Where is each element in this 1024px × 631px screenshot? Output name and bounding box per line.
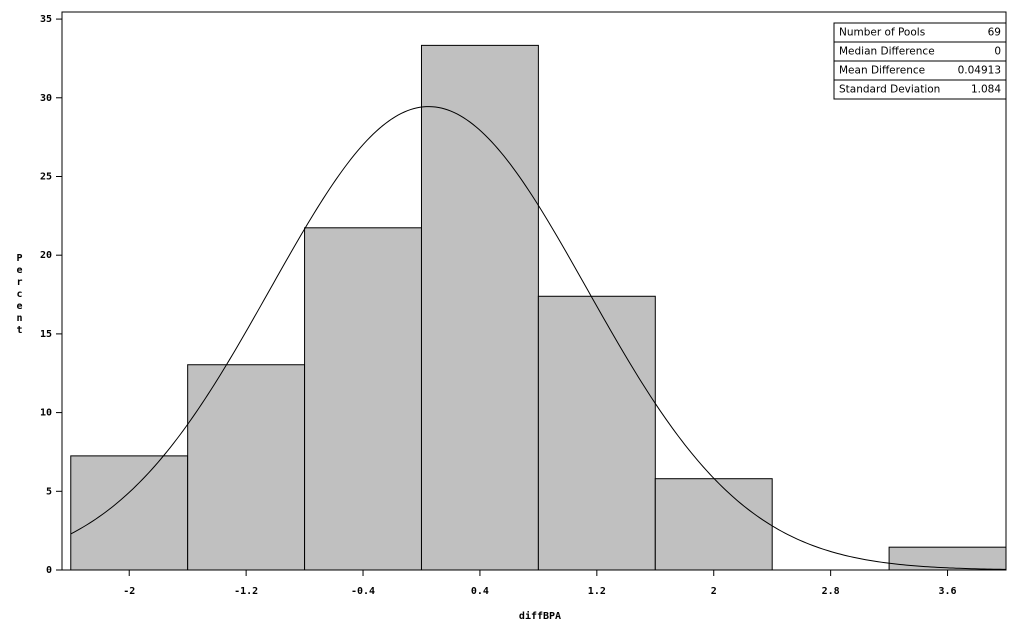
x-tick-label: 2	[711, 586, 717, 597]
x-tick-label: -0.4	[351, 586, 375, 597]
bar	[70, 455, 189, 571]
inset-table: Number of Pools 69 Median Difference 0 Mean …	[833, 22, 1007, 100]
y-tick-label: 20	[40, 250, 52, 261]
bar	[420, 44, 539, 571]
bar	[888, 546, 1007, 571]
y-axis-label: Percent	[14, 253, 25, 337]
inset-label: Median Difference	[839, 46, 935, 58]
inset-value: 1.084	[971, 84, 1001, 96]
x-axis-label: diffBPA	[519, 610, 561, 622]
x-tick-label: -1.2	[234, 586, 258, 597]
bar	[187, 364, 306, 571]
bar	[304, 227, 422, 571]
inset-label: Standard Deviation	[839, 84, 940, 96]
x-tick-label: 3.6	[939, 586, 957, 597]
y-tick-label: 15	[40, 329, 52, 340]
x-tick-label: 1.2	[588, 586, 606, 597]
y-tick-label: 5	[46, 486, 52, 497]
inset-label: Number of Pools	[839, 27, 925, 39]
x-tick-label: -2	[123, 586, 135, 597]
x-tick-label: 0.4	[471, 586, 489, 597]
y-tick-label: 30	[40, 93, 52, 104]
plot-frame	[61, 11, 1007, 571]
y-tick-label: 35	[40, 14, 52, 25]
inset-value: 69	[988, 27, 1001, 39]
inset-value: 0	[994, 46, 1001, 58]
bar	[537, 295, 656, 571]
x-tick-label: 2.8	[822, 586, 840, 597]
y-tick-label: 10	[40, 408, 52, 419]
inset-value: 0.04913	[958, 65, 1001, 77]
y-tick-label: 25	[40, 171, 52, 182]
inset-label: Mean Difference	[839, 65, 925, 77]
bar	[654, 478, 773, 571]
normal-curve	[70, 106, 1007, 570]
y-tick-label: 0	[46, 565, 52, 576]
